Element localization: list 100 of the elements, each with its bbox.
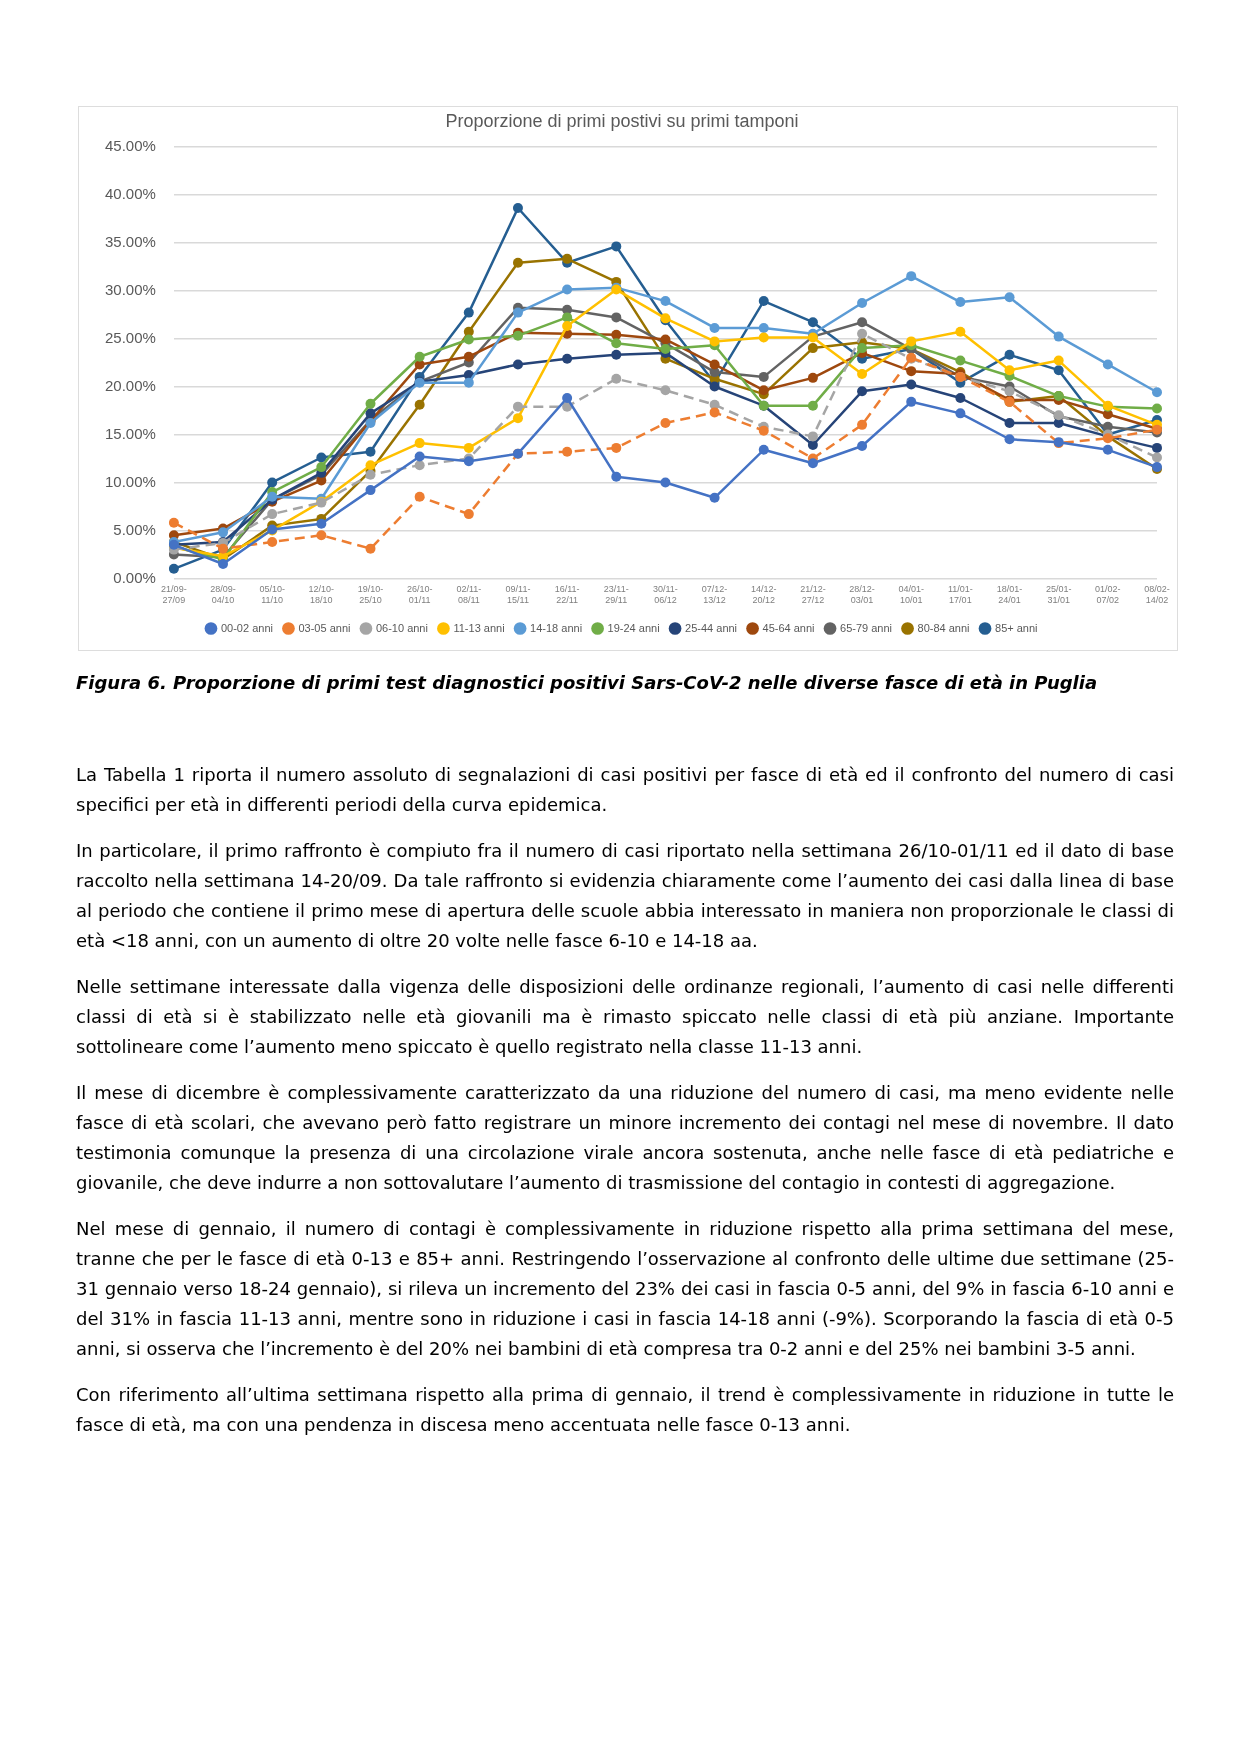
point: [463, 351, 474, 362]
point: [218, 559, 229, 570]
point: [267, 536, 278, 547]
point: [955, 297, 966, 308]
point: [611, 349, 622, 360]
x-tick-label: 04/01-10/01: [898, 584, 924, 606]
point: [906, 396, 917, 407]
point: [1004, 292, 1015, 303]
text: Il mese di dicembre è complessivamente caratterizzato da una riduzione del numero di casi, ma meno evidente nelle fasce di età scolari, che avevano però fatto registrare un minore incremento dei contagi nel mese di novembre. Il dato testimonia comunque la presenza di una circolazione virale ancora sostenuta, anche nelle fasce di età pediatriche e giovanile, che deve indurre a non sottovalutare l’aumento di trasmissione del contagio in contesti di aggregazione.: [76, 1081, 1174, 1195]
point: [365, 408, 376, 419]
y-tick-label: 5.00%: [113, 520, 156, 538]
point: [512, 257, 523, 268]
point: [857, 328, 868, 339]
point: [512, 401, 523, 412]
point: [709, 381, 720, 392]
point: [611, 329, 622, 340]
point: [562, 393, 573, 403]
point: [414, 399, 425, 410]
legend-label: 19-24 anni: [607, 621, 660, 634]
point: [906, 379, 917, 390]
point: [857, 298, 868, 309]
chart-title: Proporzione di primi postivi su primi tamponi: [445, 110, 799, 131]
x-tick-label: 30/11-06/12: [653, 584, 678, 606]
x-tick-label: 08/02-14/02: [1144, 584, 1170, 606]
point: [1152, 403, 1162, 414]
x-tick-label: 09/11-15/11: [505, 584, 531, 606]
y-tick-label: 10.00%: [105, 472, 156, 490]
legend-label: 00-02 anni: [220, 621, 273, 634]
point: [463, 509, 474, 520]
point: [1102, 444, 1113, 455]
y-tick-label: 35.00%: [105, 232, 156, 250]
point: [1004, 417, 1015, 428]
point: [660, 477, 671, 488]
point: [562, 253, 573, 264]
point: [1004, 349, 1015, 360]
point: [807, 440, 818, 451]
point: [955, 408, 966, 419]
point: [1004, 386, 1015, 397]
x-tick-label: 26/10-01/11: [406, 584, 433, 606]
text: Nelle settimane interessate dalla vigenza delle disposizioni delle ordinanze regionali, l’aumento di casi nelle differenti classi di età si è stabilizzato nelle età giovanili ma è rimasto spiccato nelle classi di età più anziane. Importante sottolineare come l’aumento meno spiccato è quello registrato nella classe 11-13 anni.: [76, 975, 1174, 1059]
point: [955, 355, 966, 366]
legend-label: 06-10 anni: [375, 621, 428, 634]
point: [1102, 359, 1113, 370]
point: [1152, 452, 1162, 463]
y-tick-label: 25.00%: [105, 328, 156, 346]
x-tick-label: 01/02-07/02: [1095, 584, 1121, 606]
point: [611, 442, 622, 453]
x-tick-label: 07/12-13/12: [701, 584, 728, 606]
text: Figura 6. Proporzione di primi test diagnostici positivi Sars-CoV-2 nelle diverse fasce di età in Puglia: [76, 672, 1099, 693]
point: [758, 425, 769, 436]
point: [709, 322, 720, 333]
point: [1053, 331, 1064, 342]
x-tick-label: 12/10-18/10: [308, 584, 335, 606]
point: [316, 518, 327, 529]
point: [414, 451, 425, 462]
legend-label: 65-79 anni: [840, 621, 893, 634]
x-tick-label: 14/12-20/12: [750, 584, 777, 606]
point: [660, 385, 671, 396]
point: [1152, 387, 1162, 398]
point: [611, 338, 622, 349]
point: [758, 332, 769, 343]
x-tick-label: 11/01-17/01: [947, 584, 973, 606]
text: In particolare, il primo raffronto è compiuto fra il numero di casi riportato nella settimana 26/10-01/11 ed il dato di base raccolto nella settimana 14-20/09. Da tale raffronto si evidenzia chiaramente come l’aumento dei casi dalla linea di base al periodo che contiene il primo mese di apertura delle scuole abbia interessato in maniera non proporzionale le classi di età <18 anni, con un aumento di oltre 20 volte nelle fasce 6-10 e 14-18 aa.: [76, 839, 1174, 953]
text: Con riferimento all’ultima settimana rispetto alla prima di gennaio, il trend è complessivamente in riduzione in tutte le fasce di età, ma con una pendenza in discesa meno accentuata nelle fasce 0-13 anni.: [76, 1383, 1174, 1437]
point: [365, 469, 376, 480]
point: [218, 527, 229, 538]
x-tick-label: 21/09-27/09: [161, 584, 187, 606]
point: [709, 359, 720, 370]
point: [857, 440, 868, 451]
point: [562, 284, 573, 295]
point: [758, 444, 769, 455]
point: [857, 369, 868, 380]
point: [512, 413, 523, 424]
point: [512, 307, 523, 318]
point: [316, 530, 327, 541]
x-tick-label: 02/11-08/11: [456, 584, 482, 606]
point: [660, 334, 671, 345]
point: [1004, 434, 1015, 445]
legend-label: 80-84 anni: [917, 621, 970, 634]
x-tick-label: 28/09-04/10: [210, 584, 236, 606]
point: [857, 419, 868, 430]
point: [512, 203, 523, 214]
point: [267, 509, 278, 520]
legend-label: 14-18 anni: [530, 621, 583, 634]
x-tick-label: 19/10-25/10: [357, 584, 384, 606]
point: [414, 351, 425, 362]
point: [463, 442, 474, 453]
point: [316, 462, 327, 473]
point: [267, 477, 278, 488]
point: [1053, 355, 1064, 366]
text: La Tabella 1 riporta il numero assoluto di segnalazioni di casi positivi per fasce di età ed il confronto del numero di casi specifici per età in differenti periodi della curva epidemica.: [76, 763, 1174, 817]
point: [807, 343, 818, 354]
point: [562, 321, 573, 332]
legend-label: 03-05 anni: [298, 621, 351, 634]
point: [807, 458, 818, 469]
point: [906, 336, 917, 347]
point: [611, 471, 622, 482]
x-tick-label: 18/01-24/01: [996, 584, 1023, 606]
point: [562, 312, 573, 323]
point: [168, 563, 179, 574]
